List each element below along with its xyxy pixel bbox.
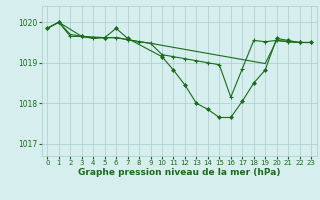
X-axis label: Graphe pression niveau de la mer (hPa): Graphe pression niveau de la mer (hPa) — [78, 168, 280, 177]
